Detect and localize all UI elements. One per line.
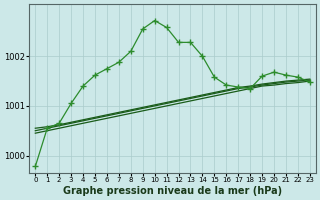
X-axis label: Graphe pression niveau de la mer (hPa): Graphe pression niveau de la mer (hPa)	[63, 186, 282, 196]
